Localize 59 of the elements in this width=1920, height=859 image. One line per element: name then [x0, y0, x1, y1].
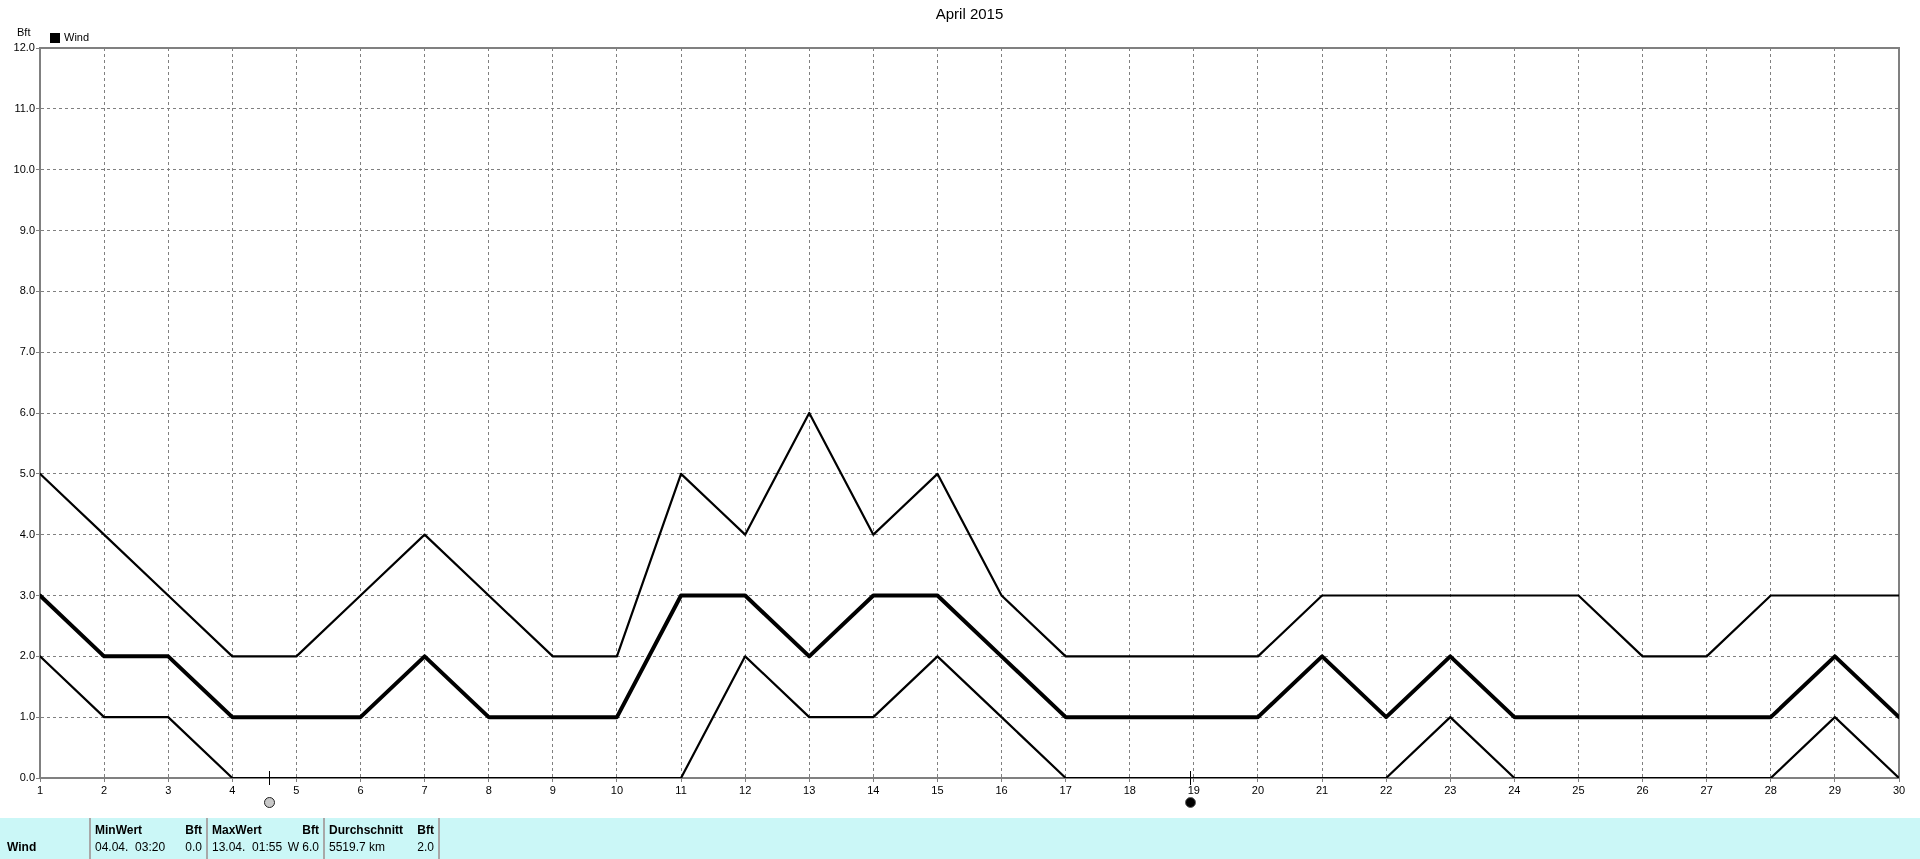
text: Wind	[7, 840, 37, 855]
x-tick-label: 10	[610, 783, 624, 796]
text: Bft	[185, 823, 202, 838]
x-tick-label: 29	[1828, 783, 1842, 796]
y-tick-label: 0.0	[19, 771, 35, 784]
x-tick-label: 20	[1251, 783, 1265, 796]
text: 0.0	[185, 840, 202, 855]
x-tick-label: 22	[1380, 783, 1393, 796]
x-tick-label: 2	[101, 783, 108, 796]
x-tick-label: 26	[1636, 783, 1649, 796]
y-tick-label: 7.0	[19, 345, 35, 358]
x-tick-label: 6	[357, 783, 364, 796]
text: W 6.0	[287, 840, 319, 855]
y-tick-label: 3.0	[19, 588, 35, 601]
text: MinWert	[95, 823, 143, 838]
y-tick-label: 5.0	[19, 466, 35, 479]
y-tick-label: 8.0	[19, 284, 35, 297]
x-tick-label: 16	[995, 783, 1008, 796]
text: MaxWert	[212, 823, 262, 838]
text: 5519.7 km	[329, 840, 386, 855]
text: 13.04. 01:55	[212, 840, 283, 855]
legend-label: Wind	[64, 31, 90, 44]
x-tick-label: 3	[165, 783, 172, 796]
y-tick-label: 12.0	[13, 41, 35, 54]
x-tick-label: 30	[1892, 783, 1906, 796]
y-tick-label: 10.0	[13, 162, 35, 175]
y-tick-label: 2.0	[19, 649, 35, 662]
x-tick-label: 1	[36, 783, 44, 796]
x-tick-label: 25	[1572, 783, 1585, 796]
x-tick-label: 13	[803, 783, 816, 796]
x-tick-label: 14	[867, 783, 880, 796]
x-tick-label: 19	[1187, 783, 1200, 796]
x-tick-label: 24	[1508, 783, 1521, 796]
y-tick-label: 9.0	[19, 223, 35, 236]
x-tick-label: 4	[229, 783, 236, 796]
text: Durchschnitt	[329, 823, 404, 838]
y-tick-label: 4.0	[19, 527, 35, 540]
text: 2.0	[417, 840, 434, 855]
x-tick-label: 9	[549, 783, 556, 796]
x-tick-label: 23	[1444, 783, 1457, 796]
y-tick-label: 6.0	[19, 406, 35, 419]
x-tick-label: 15	[931, 783, 944, 796]
x-tick-label: 18	[1123, 783, 1136, 796]
x-tick-label: 8	[485, 783, 492, 796]
text: Bft	[302, 823, 319, 838]
x-tick-label: 5	[293, 783, 300, 796]
text: Bft	[417, 823, 434, 838]
x-tick-label: 12	[739, 783, 752, 796]
y-axis-title: Bft	[17, 26, 31, 39]
y-tick-label: 11.0	[14, 101, 35, 114]
x-tick-label: 11	[675, 783, 687, 796]
x-tick-label: 17	[1059, 783, 1072, 796]
text: 04.04. 03:20	[95, 840, 166, 855]
y-tick-label: 1.0	[19, 710, 35, 723]
x-tick-label: 7	[421, 783, 428, 796]
x-tick-label: 21	[1315, 783, 1329, 796]
x-tick-label: 28	[1764, 783, 1777, 796]
x-tick-label: 27	[1700, 783, 1713, 796]
chart-title: April 2015	[935, 5, 1004, 23]
